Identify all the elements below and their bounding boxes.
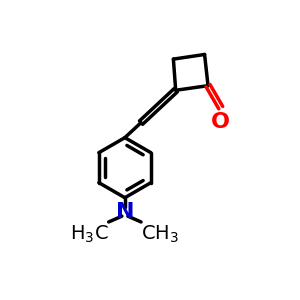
Text: $\mathsf{CH_3}$: $\mathsf{CH_3}$ (140, 224, 178, 245)
Text: N: N (116, 202, 134, 222)
Text: O: O (211, 112, 230, 132)
Text: $\mathsf{H_3C}$: $\mathsf{H_3C}$ (70, 224, 108, 245)
